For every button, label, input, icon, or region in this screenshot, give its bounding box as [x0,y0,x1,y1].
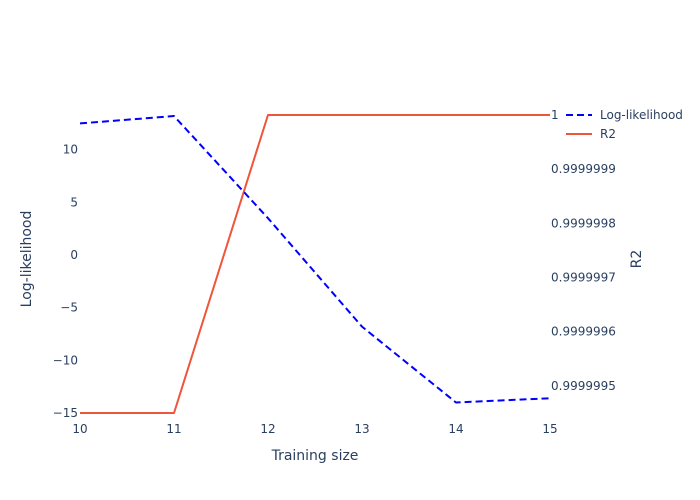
right-y-tick-label: 0.9999998 [551,216,616,230]
x-tick-label: 11 [166,422,181,436]
left-y-tick-label: −10 [53,353,78,367]
x-axis-title: Training size [271,448,359,464]
left-y-axis-ticks: −15 −10 −5 0 5 10 [53,143,78,420]
plot-area [79,114,551,414]
right-y-tick-label: 0.9999995 [551,379,616,393]
legend-item-log-likelihood[interactable]: Log-likelihood [566,108,683,122]
series-line-log-likelihood[interactable] [79,115,551,404]
x-tick-label: 13 [354,422,369,436]
left-y-axis-title: Log-likelihood [19,211,35,308]
legend-item-r2[interactable]: R2 [566,127,616,141]
x-axis-ticks: 10 11 12 13 14 15 [72,422,557,436]
x-tick-label: 14 [448,422,463,436]
x-tick-label: 10 [72,422,87,436]
right-y-axis-title: R2 [629,250,645,269]
left-y-tick-label: 0 [70,248,78,262]
legend-label-r2: R2 [600,127,616,141]
left-y-tick-label: 10 [63,143,78,157]
right-y-tick-label: 0.9999996 [551,325,616,339]
left-y-tick-label: −15 [53,406,78,420]
x-tick-label: 15 [542,422,557,436]
left-y-tick-label: 5 [70,195,78,209]
legend: Log-likelihood R2 [566,108,683,141]
right-y-axis-ticks: 0.9999995 0.9999996 0.9999997 0.9999998 0.99… [551,108,616,393]
right-y-tick-label: 0.9999997 [551,271,616,285]
legend-label-log-likelihood: Log-likelihood [600,108,683,122]
left-y-tick-label: −5 [60,301,78,315]
x-tick-label: 12 [260,422,275,436]
right-y-tick-label: 1 [551,108,559,122]
series-line-r2[interactable] [80,114,550,414]
right-y-tick-label: 0.9999999 [551,162,616,176]
